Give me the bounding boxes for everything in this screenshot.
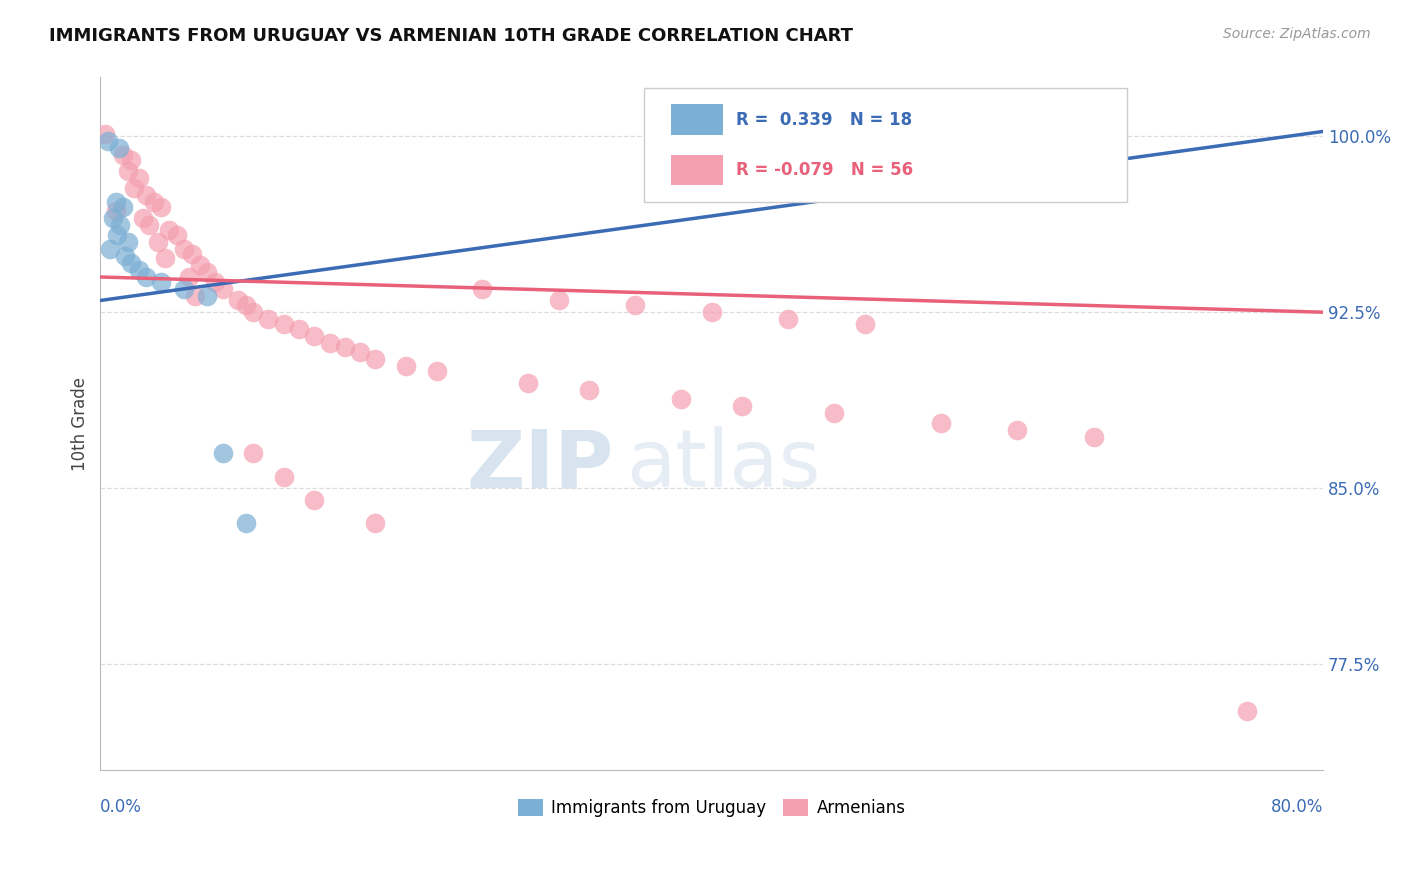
Point	[257, 312, 280, 326]
Point	[242, 305, 264, 319]
Point	[333, 340, 356, 354]
Text: atlas: atlas	[626, 426, 821, 504]
Point	[97, 134, 120, 148]
Point	[166, 227, 188, 242]
Point	[98, 242, 121, 256]
Point	[395, 359, 418, 374]
Text: 80.0%: 80.0%	[1271, 797, 1323, 815]
Point	[135, 270, 157, 285]
Point	[823, 406, 845, 420]
Point	[273, 469, 295, 483]
Point	[101, 211, 124, 226]
Point	[173, 242, 195, 256]
Point	[104, 204, 127, 219]
Point	[117, 235, 139, 249]
Point	[114, 249, 136, 263]
Text: R = -0.079   N = 56: R = -0.079 N = 56	[737, 161, 914, 179]
Point	[153, 251, 176, 265]
Point	[235, 516, 257, 531]
FancyBboxPatch shape	[644, 87, 1128, 202]
Text: ZIP: ZIP	[467, 426, 614, 504]
Point	[112, 200, 135, 214]
Bar	[672, 104, 723, 135]
Point	[242, 446, 264, 460]
Text: R =  0.339   N = 18: R = 0.339 N = 18	[737, 111, 912, 128]
Point	[669, 392, 692, 406]
Text: IMMIGRANTS FROM URUGUAY VS ARMENIAN 10TH GRADE CORRELATION CHART: IMMIGRANTS FROM URUGUAY VS ARMENIAN 10TH…	[49, 27, 853, 45]
Legend: Immigrants from Uruguay, Armenians: Immigrants from Uruguay, Armenians	[512, 792, 912, 824]
Point	[304, 493, 326, 508]
Point	[624, 298, 647, 312]
Point	[211, 282, 233, 296]
Bar	[672, 154, 723, 185]
Point	[304, 328, 326, 343]
Point	[128, 171, 150, 186]
Point	[700, 305, 723, 319]
Point	[235, 298, 257, 312]
Point	[1007, 423, 1029, 437]
Point	[150, 200, 173, 214]
Point	[94, 127, 117, 141]
Point	[853, 317, 876, 331]
Point	[195, 265, 218, 279]
Point	[426, 364, 449, 378]
Point	[211, 446, 233, 460]
Point	[181, 246, 204, 260]
Point	[364, 516, 387, 531]
Point	[184, 289, 207, 303]
Point	[273, 317, 295, 331]
Point	[731, 399, 754, 413]
Point	[517, 376, 540, 390]
Point	[135, 187, 157, 202]
Point	[150, 275, 173, 289]
Text: Source: ZipAtlas.com: Source: ZipAtlas.com	[1223, 27, 1371, 41]
Point	[128, 263, 150, 277]
Point	[104, 194, 127, 209]
Y-axis label: 10th Grade: 10th Grade	[72, 376, 89, 471]
Point	[778, 312, 800, 326]
Point	[117, 164, 139, 178]
Point	[929, 416, 952, 430]
Point	[226, 293, 249, 308]
Point	[112, 148, 135, 162]
Point	[132, 211, 155, 226]
Point	[148, 235, 170, 249]
Point	[364, 352, 387, 367]
Point	[173, 282, 195, 296]
Point	[120, 153, 142, 167]
Point	[548, 293, 571, 308]
Point	[177, 270, 200, 285]
Point	[349, 345, 371, 359]
Point	[110, 219, 132, 233]
Point	[142, 194, 165, 209]
Point	[288, 321, 311, 335]
Point	[471, 282, 494, 296]
Point	[122, 181, 145, 195]
Text: 0.0%: 0.0%	[100, 797, 142, 815]
Point	[578, 383, 600, 397]
Point	[1236, 704, 1258, 718]
Point	[204, 275, 226, 289]
Point	[1083, 429, 1105, 443]
Point	[107, 141, 129, 155]
Point	[188, 258, 211, 272]
Point	[105, 227, 128, 242]
Point	[120, 256, 142, 270]
Point	[138, 219, 160, 233]
Point	[157, 223, 180, 237]
Point	[318, 335, 340, 350]
Point	[195, 289, 218, 303]
